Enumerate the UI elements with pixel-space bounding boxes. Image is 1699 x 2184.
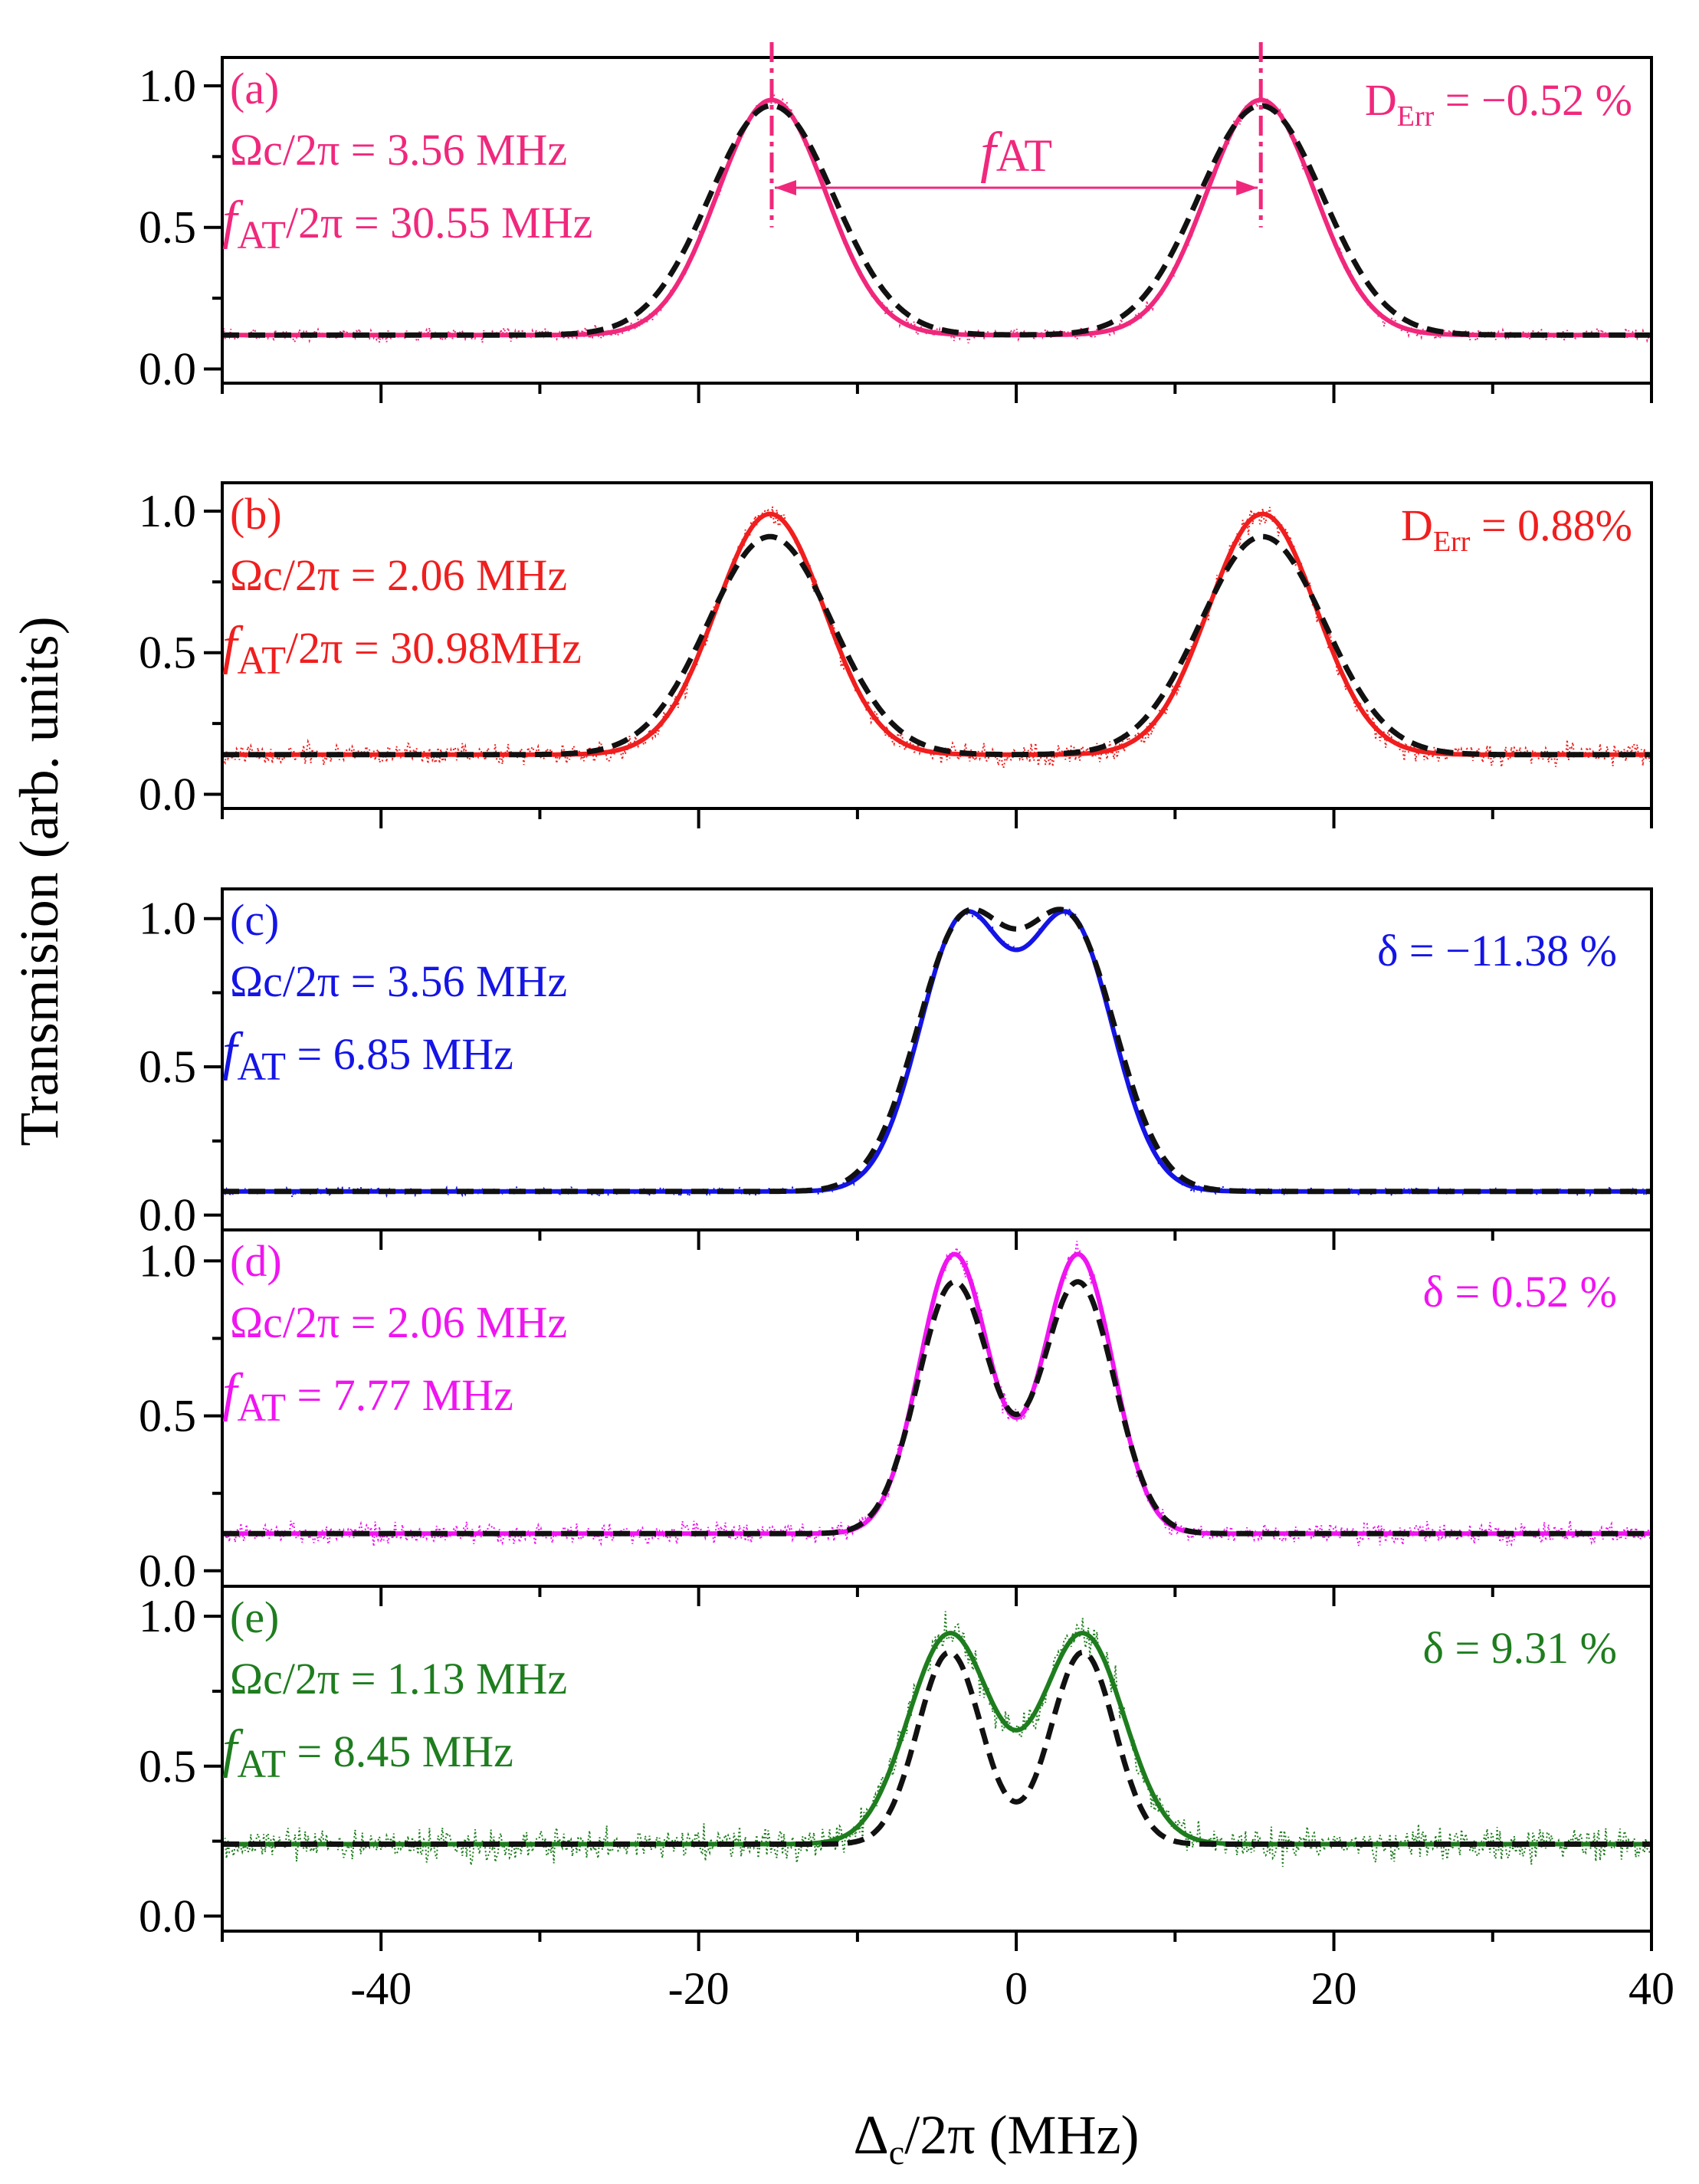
panel-d-rabi-frequency: Ωc/2π = 2.06 MHz — [230, 1297, 567, 1347]
panel-c-dashed-fit — [222, 907, 1650, 1195]
x-tick-label: -40 — [350, 1963, 412, 2014]
panel-b-y-tick-label: 0.5 — [139, 628, 196, 678]
panel-e-splitting: fAT = 8.45 MHz — [222, 1720, 513, 1786]
panel-a-splitting: fAT/2π = 30.55 MHz — [222, 191, 592, 257]
panel-e: 0.0 0.5 1.0 (e) Ωc/2π = 1.13 MHz fAT = 8.45 M… — [139, 1585, 1653, 1951]
panel-e-rabi-frequency: Ωc/2π = 1.13 MHz — [230, 1654, 567, 1704]
panel-b: 0.0 0.5 1.0 (b) Ωc/2π = 2.06 MHz fAT/2π = 30.… — [139, 481, 1653, 828]
panel-a: 0.0 0.5 1.0 (a) Ωc/2π = 3.56 MHz fAT/2π = 30.… — [139, 42, 1653, 403]
x-tick-label: 40 — [1628, 1963, 1674, 2014]
panel-a-y-tick-label: 0.0 — [139, 344, 196, 395]
x-axis-title: Δc/2π (MHz) — [853, 2104, 1139, 2172]
x-tick-label: -20 — [668, 1963, 730, 2014]
panel-e-dashed-fit — [222, 1649, 1650, 1847]
panel-b-y-tick-label: 1.0 — [139, 486, 196, 536]
panel-d: 0.0 0.5 1.0 (d) Ωc/2π = 2.06 MHz fAT = 7.77 M… — [139, 1228, 1653, 1606]
panel-a-tag: (a) — [230, 64, 279, 113]
panel-a-frame — [221, 56, 1653, 385]
splitting-arrowhead-left — [774, 180, 796, 195]
panel-b-deviation-error: DErr = 0.88% — [1401, 500, 1632, 558]
panel-d-dashed-fit — [222, 1279, 1650, 1536]
x-axis-title-rest: /2π (MHz) — [904, 2104, 1139, 2166]
splitting-label: fAT — [980, 121, 1052, 184]
panel-d-splitting: fAT = 7.77 MHz — [222, 1363, 513, 1430]
panel-a-y-tick-label: 0.5 — [139, 202, 196, 253]
panel-e-frame — [221, 1585, 1653, 1933]
splitting-arrowhead-right — [1236, 180, 1258, 195]
panel-e-y-tick-label: 0.0 — [139, 1891, 196, 1941]
x-tick-label: 20 — [1311, 1963, 1357, 2014]
x-tick-labels: -40 -20 0 20 40 — [350, 1963, 1674, 2014]
panel-d-y-tick-label: 0.5 — [139, 1391, 196, 1441]
panel-a-dashed-fit — [222, 103, 1650, 338]
panel-c-tag: (c) — [230, 895, 279, 945]
panel-c-delta: δ = −11.38 % — [1377, 926, 1617, 976]
panels: 0.0 0.5 1.0 (a) Ωc/2π = 3.56 MHz fAT/2π = 30.… — [139, 42, 1674, 2014]
x-axis-title-delta: Δ — [853, 2104, 888, 2166]
panel-a-rabi-frequency: Ωc/2π = 3.56 MHz — [230, 125, 567, 175]
panel-c-y-tick-label: 0.5 — [139, 1041, 196, 1092]
panel-a-deviation-error: DErr = −0.52 % — [1365, 75, 1632, 133]
panel-b-frame — [221, 481, 1653, 810]
panel-b-tag: (b) — [230, 489, 282, 539]
panel-c-y-tick-label: 1.0 — [139, 894, 196, 944]
panel-b-splitting: fAT/2π = 30.98MHz — [222, 616, 582, 683]
panel-c: 0.0 0.5 1.0 (c) Ωc/2π = 3.56 MHz fAT = 6.85 M… — [139, 887, 1653, 1250]
panel-a-y-tick-label: 1.0 — [139, 61, 196, 111]
y-axis-title: Transmision (arb. units) — [8, 616, 70, 1146]
panel-b-rabi-frequency: Ωc/2π = 2.06 MHz — [230, 550, 567, 600]
panel-d-tag: (d) — [230, 1236, 282, 1286]
panel-d-y-tick-label: 1.0 — [139, 1235, 196, 1286]
panel-d-measured-data — [221, 1241, 1651, 1547]
panel-c-splitting: fAT = 6.85 MHz — [222, 1022, 513, 1089]
panel-c-rabi-frequency: Ωc/2π = 3.56 MHz — [230, 956, 567, 1006]
panel-e-y-tick-label: 0.5 — [139, 1741, 196, 1792]
x-tick-label: 0 — [1005, 1963, 1028, 2014]
x-axis-title-sub: c — [889, 2133, 904, 2172]
panel-b-y-tick-label: 0.0 — [139, 769, 196, 820]
panel-d-delta: δ = 0.52 % — [1423, 1267, 1617, 1317]
panel-b-dashed-fit — [222, 533, 1650, 758]
panel-e-y-tick-label: 1.0 — [139, 1591, 196, 1641]
panel-e-delta: δ = 9.31 % — [1423, 1623, 1617, 1673]
panel-c-y-tick-label: 0.0 — [139, 1190, 196, 1241]
panel-e-tag: (e) — [230, 1592, 279, 1642]
panel-d-y-tick-label: 0.0 — [139, 1546, 196, 1596]
